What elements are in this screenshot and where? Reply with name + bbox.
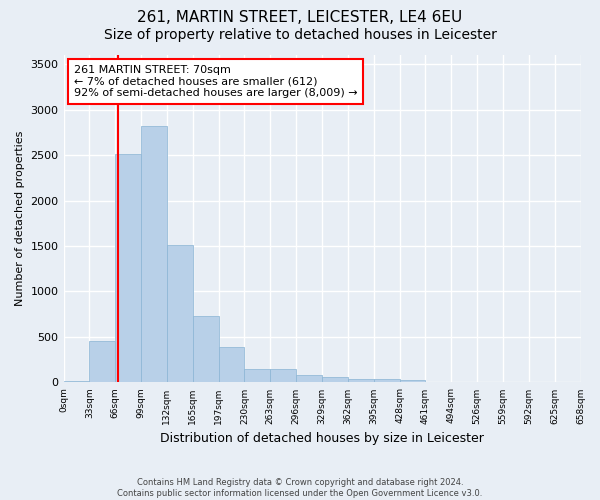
Text: Contains HM Land Registry data © Crown copyright and database right 2024.
Contai: Contains HM Land Registry data © Crown c… [118, 478, 482, 498]
Bar [115, 154, 141, 382]
Bar [400, 380, 425, 382]
Bar [374, 379, 400, 382]
Bar [296, 375, 322, 382]
Bar [141, 126, 167, 382]
Y-axis label: Number of detached properties: Number of detached properties [15, 131, 25, 306]
Bar [218, 347, 244, 382]
Text: 261 MARTIN STREET: 70sqm
← 7% of detached houses are smaller (612)
92% of semi-d: 261 MARTIN STREET: 70sqm ← 7% of detache… [74, 65, 358, 98]
Bar [64, 380, 89, 382]
Bar [89, 340, 115, 382]
Text: Size of property relative to detached houses in Leicester: Size of property relative to detached ho… [104, 28, 496, 42]
Bar [244, 369, 271, 382]
Bar [348, 379, 374, 382]
Bar [167, 245, 193, 382]
Bar [193, 316, 218, 382]
X-axis label: Distribution of detached houses by size in Leicester: Distribution of detached houses by size … [160, 432, 484, 445]
Bar [271, 369, 296, 382]
Bar [322, 378, 348, 382]
Text: 261, MARTIN STREET, LEICESTER, LE4 6EU: 261, MARTIN STREET, LEICESTER, LE4 6EU [137, 10, 463, 25]
